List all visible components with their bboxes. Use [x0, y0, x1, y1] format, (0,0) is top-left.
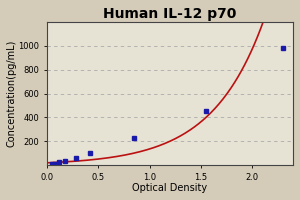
Y-axis label: Concentration(pg/mL): Concentration(pg/mL) [7, 40, 17, 147]
Title: Human IL-12 p70: Human IL-12 p70 [103, 7, 237, 21]
X-axis label: Optical Density: Optical Density [133, 183, 208, 193]
